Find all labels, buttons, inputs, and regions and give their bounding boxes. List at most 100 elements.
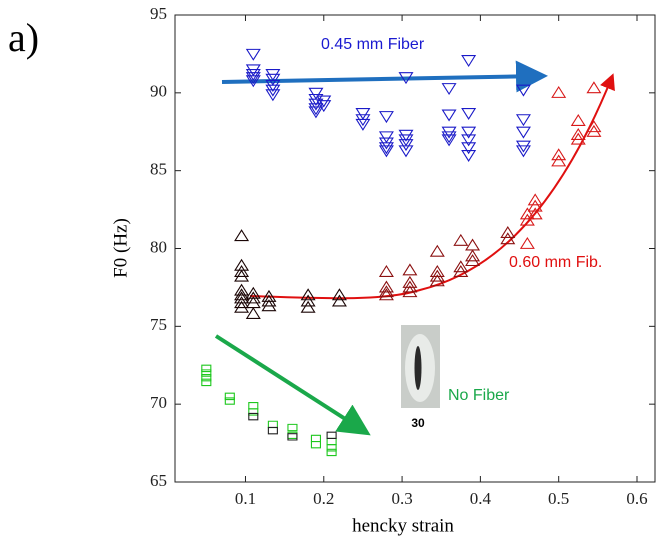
point	[248, 408, 259, 416]
x-tick-label: 0.1	[235, 489, 256, 508]
point	[201, 369, 212, 377]
y-tick-label: 85	[150, 160, 167, 179]
point	[461, 55, 477, 68]
point	[308, 87, 324, 100]
annotation: No Fiber	[448, 387, 510, 404]
point	[326, 448, 337, 457]
point	[245, 291, 261, 304]
point	[465, 238, 481, 251]
point	[402, 285, 418, 298]
point	[201, 378, 212, 387]
point	[429, 269, 445, 282]
point	[316, 100, 332, 113]
point	[441, 131, 457, 144]
point	[310, 434, 321, 443]
point	[398, 145, 414, 158]
point	[265, 73, 281, 86]
point	[261, 294, 277, 307]
point	[378, 288, 394, 301]
point	[453, 264, 469, 277]
point	[300, 300, 316, 313]
point	[300, 294, 316, 307]
point	[234, 229, 250, 242]
point	[234, 300, 250, 313]
point	[267, 420, 278, 429]
point	[570, 113, 586, 126]
plot-frame	[174, 14, 656, 483]
annotation: 0.45 mm Fiber	[321, 36, 425, 53]
y-tick-label: 80	[150, 237, 167, 256]
point	[453, 260, 469, 273]
point	[326, 444, 337, 452]
point	[201, 374, 212, 382]
point	[461, 134, 477, 147]
point	[465, 254, 481, 267]
point	[331, 288, 347, 301]
point	[245, 69, 261, 82]
inset-photo	[401, 325, 440, 408]
point	[402, 263, 418, 276]
point	[402, 275, 418, 288]
point	[378, 264, 394, 277]
point	[429, 264, 445, 277]
point	[224, 397, 235, 405]
x-axis-label: hencky strain	[352, 515, 454, 536]
arrow	[249, 73, 615, 300]
point	[453, 233, 469, 246]
point	[287, 433, 298, 441]
point	[570, 132, 586, 145]
point	[261, 289, 277, 302]
y-tick-label: 90	[150, 82, 167, 101]
arrow	[214, 334, 371, 436]
point	[398, 72, 414, 85]
point	[500, 232, 516, 245]
annotation: 30	[411, 416, 425, 430]
point	[461, 142, 477, 155]
x-tick-label: 0.5	[548, 489, 569, 508]
point	[515, 126, 531, 139]
point	[245, 75, 261, 88]
point	[224, 392, 235, 401]
point	[378, 145, 394, 158]
point	[551, 85, 567, 98]
point	[234, 283, 250, 296]
point	[527, 199, 543, 212]
point	[515, 84, 531, 97]
point	[586, 120, 602, 133]
point	[261, 299, 277, 312]
point	[519, 236, 535, 249]
point	[519, 207, 535, 220]
point	[378, 111, 394, 124]
point	[248, 412, 259, 421]
x-tick-label: 0.2	[313, 489, 334, 508]
point	[265, 89, 281, 102]
point	[326, 437, 337, 446]
point	[461, 107, 477, 120]
panel-label: a)	[8, 15, 39, 60]
y-tick-label: 75	[150, 315, 167, 334]
point	[551, 154, 567, 167]
point	[441, 134, 457, 147]
point	[586, 124, 602, 137]
point	[378, 142, 394, 155]
point	[234, 296, 250, 309]
point	[355, 107, 371, 120]
point	[527, 207, 543, 220]
point	[515, 145, 531, 158]
point	[245, 286, 261, 299]
point	[267, 426, 278, 435]
point	[441, 109, 457, 122]
point	[248, 402, 259, 410]
point	[378, 280, 394, 293]
point	[287, 423, 298, 432]
point	[441, 83, 457, 96]
y-axis-label: F0 (Hz)	[110, 218, 131, 278]
point	[551, 148, 567, 161]
point	[308, 106, 324, 119]
point	[310, 440, 321, 449]
x-tick-label: 0.3	[391, 489, 412, 508]
x-tick-label: 0.6	[626, 489, 647, 508]
point	[245, 48, 261, 61]
point	[234, 269, 250, 282]
